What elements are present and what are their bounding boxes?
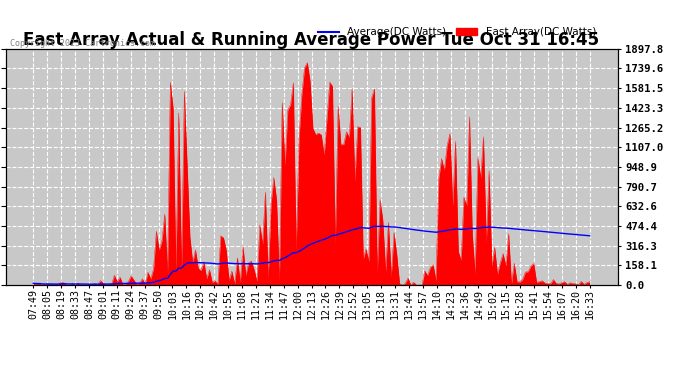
Text: Copyright 2023 Cartronics.com: Copyright 2023 Cartronics.com [10, 39, 155, 48]
Legend: Average(DC Watts), East Array(DC Watts): Average(DC Watts), East Array(DC Watts) [313, 23, 600, 42]
Title: East Array Actual & Running Average Power Tue Oct 31 16:45: East Array Actual & Running Average Powe… [23, 31, 600, 49]
